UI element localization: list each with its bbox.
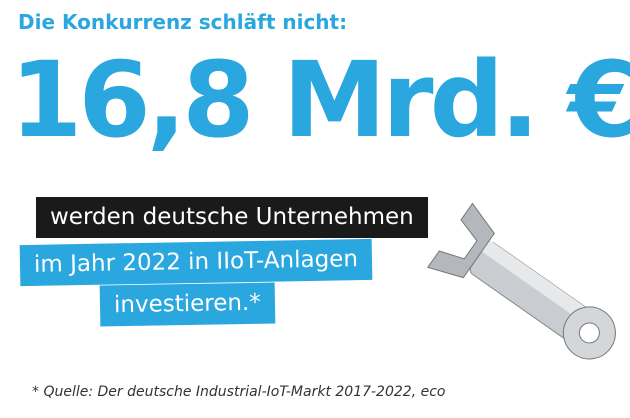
text-line: investieren.*	[99, 282, 276, 327]
text-line: werden deutsche Unternehmen	[36, 197, 428, 238]
headline-figure: 16,8 Mrd. €	[10, 39, 630, 161]
title: Die Konkurrenz schläft nicht:	[18, 10, 348, 34]
text-line: im Jahr 2022 in IIoT-Anlagen	[19, 238, 373, 287]
source-note: * Quelle: Der deutsche Industrial-IoT-Ma…	[32, 384, 446, 400]
